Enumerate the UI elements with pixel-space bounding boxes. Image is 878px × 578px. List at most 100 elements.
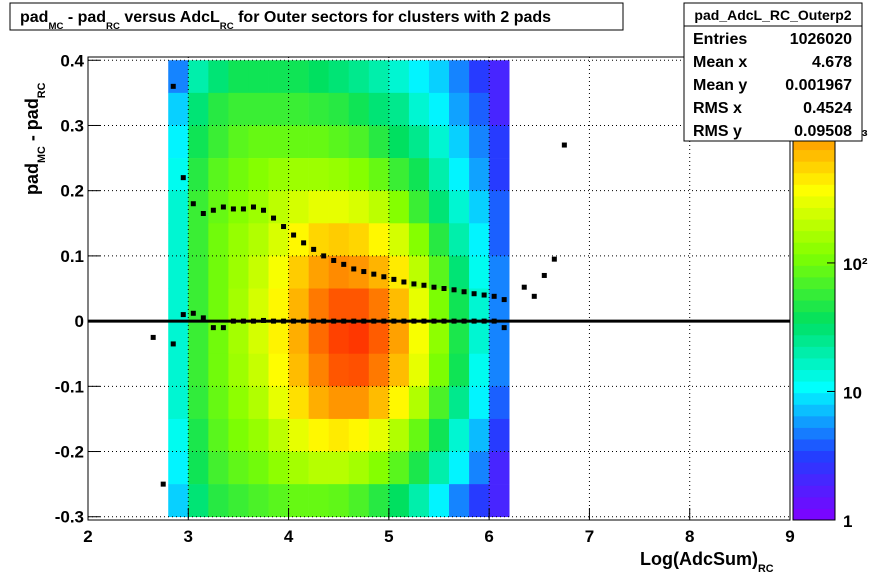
heatmap-cell [388, 418, 410, 452]
heatmap-cell [188, 353, 209, 387]
text-part: for Outer sectors for clusters with 2 pa… [234, 9, 552, 26]
title-box [9, 2, 624, 31]
profile-marker [461, 289, 467, 295]
heatmap-cell [208, 353, 229, 387]
text-part: versus AdcL [120, 9, 220, 26]
heatmap-cell [489, 353, 510, 387]
profile-marker [491, 318, 497, 324]
heatmap-cell [268, 158, 289, 191]
heatmap-cell [248, 418, 269, 452]
heatmap-cell [469, 60, 490, 94]
profile-marker [271, 318, 277, 324]
subscript: RC [106, 21, 120, 32]
profile-marker [220, 204, 226, 210]
color-bar-segment [793, 369, 835, 382]
subscript: RC [758, 563, 774, 575]
heatmap-cell [328, 288, 350, 322]
profile-marker [361, 269, 367, 275]
profile-marker [261, 207, 266, 213]
heatmap-cell [228, 125, 249, 159]
heatmap-cell [248, 321, 269, 355]
heatmap-cell [489, 484, 510, 518]
y-tick-label: -0.1 [55, 377, 84, 396]
heatmap-cell [308, 125, 329, 159]
x-axis-label: Log(AdcSum)RC [640, 549, 774, 575]
x-tick-label: 3 [184, 527, 193, 546]
color-bar-segment [793, 496, 835, 509]
heatmap-cell [489, 92, 510, 126]
heatmap-cell [228, 321, 249, 355]
heatmap-cell [248, 484, 269, 518]
heatmap-cell [348, 158, 370, 191]
color-bar-segment [793, 288, 835, 301]
color-bar-segment [793, 404, 835, 417]
heatmap-cell [268, 451, 289, 485]
heatmap-cell [288, 321, 309, 355]
heatmap-cell [408, 223, 430, 257]
profile-marker [541, 272, 547, 278]
heatmap-cell [469, 255, 490, 289]
heatmap-cell [348, 321, 370, 355]
heatmap-cell [168, 418, 189, 452]
heatmap-cell [188, 60, 209, 94]
x-tick-label: 8 [685, 527, 694, 546]
profile-marker [301, 318, 307, 324]
heatmap-cell [268, 223, 289, 257]
color-bar-segment [793, 195, 835, 208]
stats-value: 1026020 [790, 31, 852, 48]
color-bar-segment [793, 265, 835, 278]
color-bar-segment [793, 149, 835, 162]
heatmap-cell [368, 158, 390, 191]
chart-title: padMC - padRC versus AdcLRC for Outer se… [20, 9, 551, 32]
heatmap-cell [228, 223, 249, 257]
heatmap-cell [208, 158, 229, 191]
heatmap-cell [368, 484, 390, 518]
heatmap-cell [428, 451, 450, 485]
profile-marker [451, 287, 457, 293]
heatmap-cell [208, 223, 229, 257]
heatmap-cell [308, 92, 329, 126]
heatmap-cell [449, 418, 470, 452]
heatmap-cell [368, 321, 390, 355]
profile-marker [230, 206, 236, 212]
profile-marker [281, 224, 287, 230]
heatmap-cell [228, 60, 249, 94]
heatmap-cell [428, 321, 450, 355]
profile-marker [421, 318, 427, 324]
heatmap-cell [188, 321, 209, 355]
heatmap-cell [168, 353, 189, 387]
heatmap-cell [449, 255, 470, 289]
heatmap-cell [288, 190, 309, 224]
profile-marker [150, 334, 156, 340]
x-tick-label: 4 [284, 527, 294, 546]
heatmap-cell [428, 255, 450, 289]
profile-marker [250, 318, 256, 324]
subscript: RC [220, 21, 234, 32]
profile-marker [200, 211, 206, 217]
heatmap-cell [288, 484, 309, 518]
heatmap-cell [308, 255, 329, 289]
heatmap-cell [208, 92, 229, 126]
heatmap-cell [248, 451, 269, 485]
heatmap-cell [308, 158, 329, 191]
profile-marker [411, 318, 417, 324]
heatmap-cell [288, 353, 309, 387]
profile-marker [291, 318, 297, 324]
heatmap-cell [268, 125, 289, 159]
profile-marker [160, 481, 166, 487]
heatmap-cell [328, 125, 350, 159]
heatmap-cell [168, 92, 189, 126]
heatmap-cell [208, 60, 229, 94]
heatmap-cell [489, 223, 510, 257]
heatmap-cell [489, 451, 510, 485]
profile-marker [291, 232, 297, 238]
heatmap-cell [428, 223, 450, 257]
heatmap-cell [489, 418, 510, 452]
x-tick-label: 5 [384, 527, 393, 546]
heatmap-cell [348, 190, 370, 224]
heatmap-cell [368, 190, 390, 224]
heatmap-cell [188, 386, 209, 420]
color-bar-segment [793, 438, 835, 452]
heatmap-cell [408, 92, 430, 126]
heatmap-cell [308, 418, 329, 452]
